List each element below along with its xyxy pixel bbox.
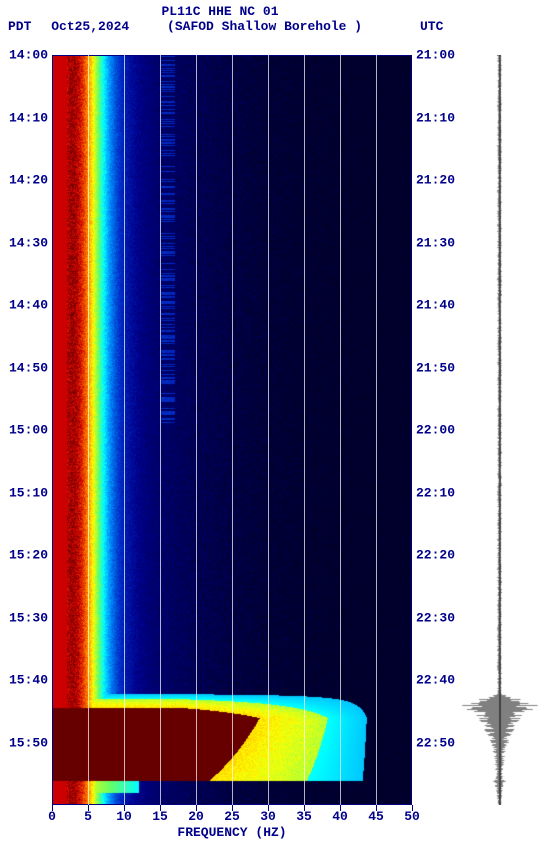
y-right-tick-label: 22:00 — [416, 423, 455, 438]
y-right-tick-label: 21:40 — [416, 298, 455, 313]
gridline — [304, 55, 305, 805]
y-left-tick-label: 14:40 — [9, 298, 48, 313]
y-right-tick-label: 21:20 — [416, 173, 455, 188]
tz-right-label: UTC — [420, 19, 443, 34]
x-tick-label: 20 — [188, 809, 204, 824]
x-tick-label: 30 — [260, 809, 276, 824]
seismogram-canvas — [460, 55, 540, 805]
y-left-tick-label: 14:10 — [9, 110, 48, 125]
y-right-tick-label: 22:50 — [416, 735, 455, 750]
y-left-tick-label: 14:30 — [9, 235, 48, 250]
tz-left-label: PDT — [8, 19, 31, 34]
x-tick-label: 40 — [332, 809, 348, 824]
gridline — [124, 55, 125, 805]
y-right-tick-label: 22:10 — [416, 485, 455, 500]
y-right-tick-label: 22:30 — [416, 610, 455, 625]
y-left-tick-label: 15:50 — [9, 735, 48, 750]
y-right-tick-label: 21:10 — [416, 110, 455, 125]
y-left-tick-label: 15:20 — [9, 548, 48, 563]
x-tick-label: 5 — [84, 809, 92, 824]
gridline — [340, 55, 341, 805]
chart-header: PL11C HHE NC 01 PDT Oct25,2024 (SAFOD Sh… — [0, 4, 552, 34]
y-left-tick-label: 15:30 — [9, 610, 48, 625]
spectrogram-plot: FREQUENCY (HZ) 0510152025303540455014:00… — [52, 55, 412, 805]
seismogram-trace — [460, 55, 540, 805]
y-left-tick-label: 14:50 — [9, 360, 48, 375]
x-tick-label: 45 — [368, 809, 384, 824]
gridline — [232, 55, 233, 805]
date-label: Oct25,2024 — [51, 19, 129, 34]
x-tick-label: 0 — [48, 809, 56, 824]
y-right-tick-label: 21:00 — [416, 48, 455, 63]
gridline — [88, 55, 89, 805]
gridline — [196, 55, 197, 805]
y-left-tick-label: 15:40 — [9, 673, 48, 688]
y-right-tick-label: 21:30 — [416, 235, 455, 250]
x-axis-label: FREQUENCY (HZ) — [177, 825, 286, 840]
y-left-tick-label: 14:20 — [9, 173, 48, 188]
y-left-tick-label: 14:00 — [9, 48, 48, 63]
y-right-tick-label: 22:20 — [416, 548, 455, 563]
station-label: (SAFOD Shallow Borehole ) — [167, 19, 362, 34]
y-left-tick-label: 15:10 — [9, 485, 48, 500]
x-tick-label: 25 — [224, 809, 240, 824]
chart-title: PL11C HHE NC 01 — [0, 4, 440, 19]
x-tick-label: 50 — [404, 809, 420, 824]
gridline — [376, 55, 377, 805]
gridline — [160, 55, 161, 805]
y-left-tick-label: 15:00 — [9, 423, 48, 438]
x-tick-label: 35 — [296, 809, 312, 824]
y-right-tick-label: 21:50 — [416, 360, 455, 375]
x-tick-label: 10 — [116, 809, 132, 824]
y-right-tick-label: 22:40 — [416, 673, 455, 688]
x-tick-label: 15 — [152, 809, 168, 824]
gridline — [268, 55, 269, 805]
